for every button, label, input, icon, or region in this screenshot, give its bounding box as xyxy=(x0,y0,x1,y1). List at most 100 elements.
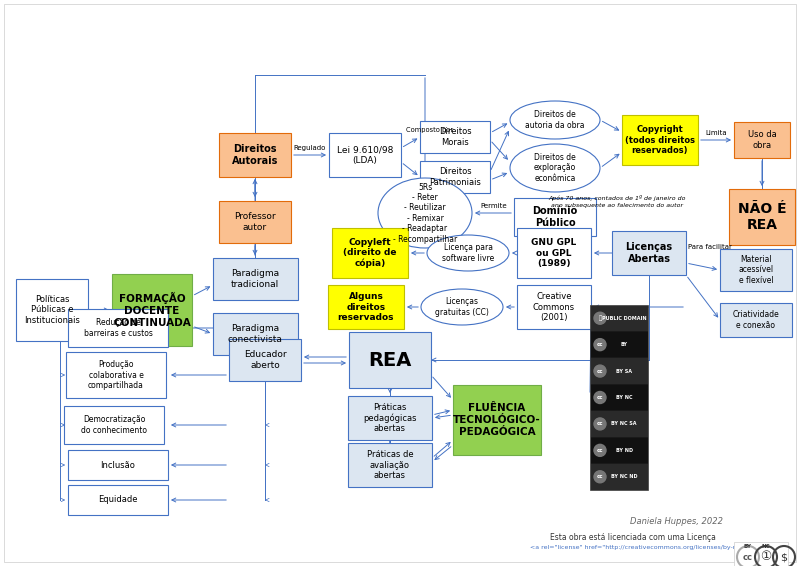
Ellipse shape xyxy=(427,235,509,271)
FancyBboxPatch shape xyxy=(720,249,792,291)
FancyBboxPatch shape xyxy=(612,231,686,275)
Text: Daniela Huppes, 2022: Daniela Huppes, 2022 xyxy=(630,517,723,526)
Circle shape xyxy=(594,392,606,404)
Text: Inclusão: Inclusão xyxy=(101,461,135,470)
Text: Direitos
Patrimoniais: Direitos Patrimoniais xyxy=(429,168,481,187)
FancyBboxPatch shape xyxy=(517,285,591,329)
FancyBboxPatch shape xyxy=(219,133,291,177)
Text: Regulado: Regulado xyxy=(294,145,326,151)
FancyBboxPatch shape xyxy=(420,161,490,193)
Text: cc: cc xyxy=(597,342,603,347)
FancyBboxPatch shape xyxy=(213,258,298,300)
Text: Copyright
(todos direitos
reservados): Copyright (todos direitos reservados) xyxy=(625,125,695,155)
Text: NÃO É
REA: NÃO É REA xyxy=(738,202,786,232)
Text: Domínio
Público: Domínio Público xyxy=(532,206,578,228)
FancyBboxPatch shape xyxy=(213,313,298,355)
FancyBboxPatch shape xyxy=(590,411,647,436)
FancyBboxPatch shape xyxy=(332,228,408,278)
Text: Material
acessível
e flexível: Material acessível e flexível xyxy=(738,255,774,285)
FancyBboxPatch shape xyxy=(348,443,432,487)
FancyBboxPatch shape xyxy=(219,201,291,243)
Circle shape xyxy=(594,338,606,351)
FancyBboxPatch shape xyxy=(590,306,647,331)
FancyBboxPatch shape xyxy=(16,279,88,341)
Text: Creative
Commons
(2001): Creative Commons (2001) xyxy=(533,292,575,322)
Text: Composto por: Composto por xyxy=(406,127,454,133)
FancyBboxPatch shape xyxy=(734,122,790,158)
Text: Direitos
Autorais: Direitos Autorais xyxy=(232,144,278,166)
Text: BY NC SA: BY NC SA xyxy=(611,422,637,426)
Text: ano subsequente ao falecimento do autor: ano subsequente ao falecimento do autor xyxy=(551,204,683,208)
Text: Lei 9.610/98
(LDA): Lei 9.610/98 (LDA) xyxy=(337,145,393,165)
Text: Direitos de
autoria da obra: Direitos de autoria da obra xyxy=(526,110,585,130)
Text: cc: cc xyxy=(743,552,753,561)
FancyBboxPatch shape xyxy=(68,485,168,515)
Ellipse shape xyxy=(510,144,600,192)
FancyBboxPatch shape xyxy=(68,450,168,480)
Text: Paradigma
tradicional: Paradigma tradicional xyxy=(231,269,279,289)
FancyBboxPatch shape xyxy=(229,339,301,381)
Ellipse shape xyxy=(378,178,472,248)
FancyBboxPatch shape xyxy=(590,385,647,410)
Text: Políticas
Públicas e
Institucionais: Políticas Públicas e Institucionais xyxy=(24,295,80,325)
Text: cc: cc xyxy=(597,422,603,426)
FancyBboxPatch shape xyxy=(420,121,490,153)
FancyBboxPatch shape xyxy=(328,285,404,329)
Circle shape xyxy=(594,418,606,430)
FancyBboxPatch shape xyxy=(590,438,647,463)
Text: cc: cc xyxy=(597,368,603,374)
Text: <a rel="license" href="http://creativecommons.org/licenses/by-nc/4.0">: <a rel="license" href="http://creativeco… xyxy=(530,546,761,551)
FancyBboxPatch shape xyxy=(349,332,431,388)
Text: 5Rs
- Reter
- Reutilizar
- Remixar
- Readaptar
- Recompartilhar: 5Rs - Reter - Reutilizar - Remixar - Rea… xyxy=(393,182,457,243)
Text: $: $ xyxy=(781,552,787,562)
Text: Direitos de
exploração
econômica: Direitos de exploração econômica xyxy=(534,153,576,183)
Text: Após 70 anos, contados de 1º de janeiro do: Após 70 anos, contados de 1º de janeiro … xyxy=(548,195,686,201)
FancyBboxPatch shape xyxy=(729,189,795,245)
FancyBboxPatch shape xyxy=(453,385,541,455)
FancyBboxPatch shape xyxy=(590,305,648,490)
FancyBboxPatch shape xyxy=(720,303,792,337)
Text: GNU GPL
ou GPL
(1989): GNU GPL ou GPL (1989) xyxy=(531,238,577,268)
Text: Paradigma
conectivista: Paradigma conectivista xyxy=(227,324,282,344)
FancyBboxPatch shape xyxy=(66,352,166,398)
Text: Licença para
software livre: Licença para software livre xyxy=(442,243,494,263)
FancyBboxPatch shape xyxy=(112,274,192,346)
Text: ⓪: ⓪ xyxy=(598,315,602,321)
FancyBboxPatch shape xyxy=(590,358,647,384)
Text: Para facilitar: Para facilitar xyxy=(688,244,732,250)
Text: BY: BY xyxy=(744,544,752,550)
FancyBboxPatch shape xyxy=(590,464,647,490)
Text: Educador
aberto: Educador aberto xyxy=(244,350,286,370)
FancyBboxPatch shape xyxy=(348,396,432,440)
FancyBboxPatch shape xyxy=(329,133,401,177)
Text: Uso da
obra: Uso da obra xyxy=(748,130,776,149)
Text: BY NC: BY NC xyxy=(616,395,632,400)
Text: Direitos
Morais: Direitos Morais xyxy=(438,127,471,147)
Text: Democratização
do conhecimento: Democratização do conhecimento xyxy=(81,415,147,435)
Text: REA: REA xyxy=(368,350,412,370)
Text: Licenças
Abertas: Licenças Abertas xyxy=(626,242,673,264)
Text: Redução de
barreiras e custos: Redução de barreiras e custos xyxy=(83,318,153,338)
Text: BY ND: BY ND xyxy=(615,448,633,453)
Text: FORMAÇÃO
DOCENTE
CONTINUADA: FORMAÇÃO DOCENTE CONTINUADA xyxy=(113,293,191,328)
Text: Licenças
gratuitas (CC): Licenças gratuitas (CC) xyxy=(435,297,489,317)
Text: PUBLIC DOMAIN: PUBLIC DOMAIN xyxy=(602,316,646,321)
Text: Permite: Permite xyxy=(481,203,507,209)
FancyBboxPatch shape xyxy=(64,406,164,444)
Text: Práticas
pedagógicas
abertas: Práticas pedagógicas abertas xyxy=(363,403,417,433)
FancyBboxPatch shape xyxy=(517,228,591,278)
Text: NC: NC xyxy=(762,544,770,550)
Text: Copyleft
(direito de
cópia): Copyleft (direito de cópia) xyxy=(343,238,397,268)
Text: Criatividade
e conexão: Criatividade e conexão xyxy=(733,310,779,330)
Text: BY SA: BY SA xyxy=(616,368,632,374)
Text: FLUÊNCIA
TECNOLÓGICO-
PEDAGÓGICA: FLUÊNCIA TECNOLÓGICO- PEDAGÓGICA xyxy=(453,404,541,436)
Circle shape xyxy=(594,444,606,456)
FancyBboxPatch shape xyxy=(590,332,647,357)
FancyBboxPatch shape xyxy=(68,309,168,347)
Circle shape xyxy=(594,312,606,324)
FancyBboxPatch shape xyxy=(734,542,788,566)
Text: Alguns
direitos
reservados: Alguns direitos reservados xyxy=(338,292,394,322)
Text: cc: cc xyxy=(597,474,603,479)
Text: cc: cc xyxy=(597,395,603,400)
Text: BY NC ND: BY NC ND xyxy=(610,474,638,479)
